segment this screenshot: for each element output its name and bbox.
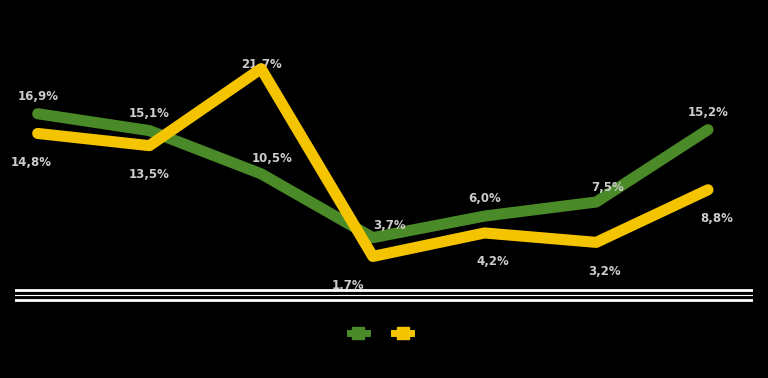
Text: 15,2%: 15,2% xyxy=(687,105,728,119)
Text: 14,8%: 14,8% xyxy=(10,156,51,169)
Text: 3,2%: 3,2% xyxy=(588,265,621,277)
Text: 16,9%: 16,9% xyxy=(17,90,58,102)
Text: 15,1%: 15,1% xyxy=(129,107,170,119)
Text: 8,8%: 8,8% xyxy=(700,212,733,225)
Text: 6,0%: 6,0% xyxy=(468,192,501,205)
Text: 1,7%: 1,7% xyxy=(332,279,364,292)
Text: 21,7%: 21,7% xyxy=(240,57,282,71)
Text: 7,5%: 7,5% xyxy=(591,181,624,194)
Text: 3,7%: 3,7% xyxy=(373,219,406,232)
Text: 13,5%: 13,5% xyxy=(129,168,170,181)
Text: 10,5%: 10,5% xyxy=(252,152,293,166)
Legend: , : , xyxy=(344,322,424,347)
Text: 4,2%: 4,2% xyxy=(476,255,509,268)
